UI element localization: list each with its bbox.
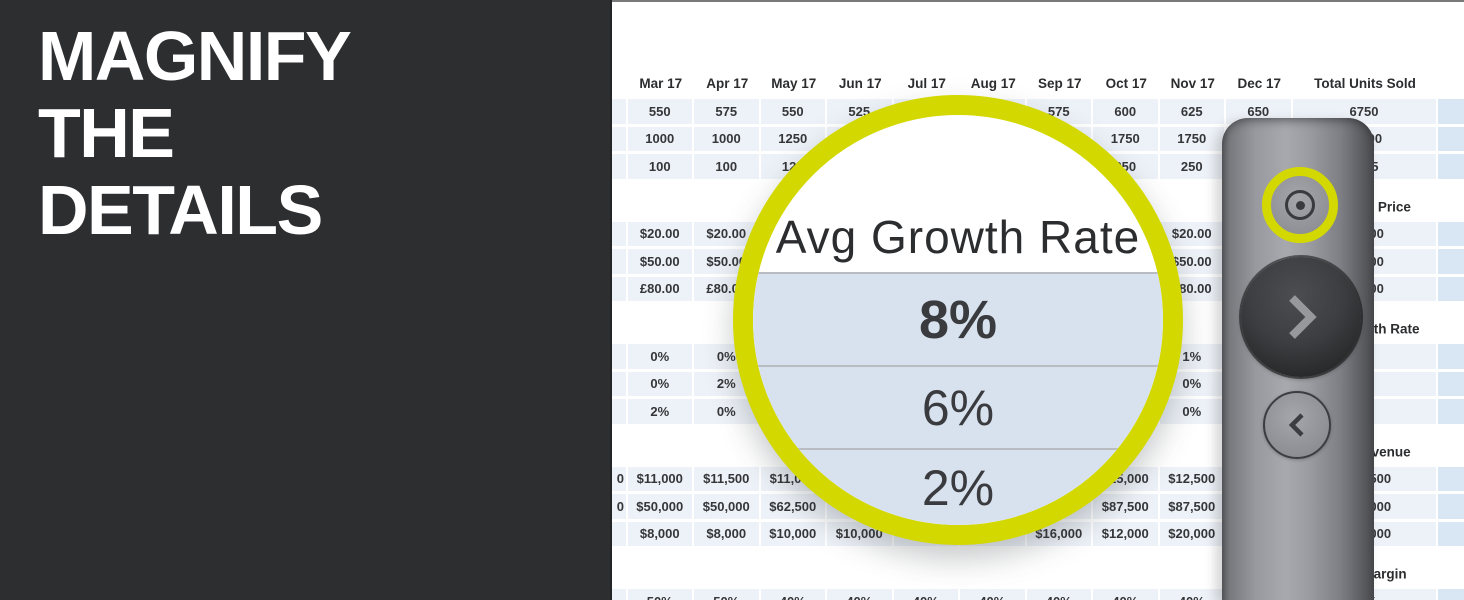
column-header: Sep 17 [1037,76,1082,91]
clipped-cell: 0 [612,466,626,491]
spreadsheet-cell: $8,000 [694,521,759,546]
spreadsheet-cell: $50.00 [627,249,692,274]
presenter-remote [1222,118,1374,600]
hero-title-line: THE [38,94,175,172]
spreadsheet-cell: 40% [760,589,825,600]
spreadsheet-cell: $50,000 [694,494,759,519]
clipped-cell [612,371,626,396]
clipped-cell: 0 [612,494,626,519]
magnifier-title: Avg Growth Rate [775,211,1141,263]
spreadsheet-cell: 40% [960,589,1025,600]
edge-cell [1438,221,1464,246]
edge-cell [1438,399,1464,424]
column-header: Nov 17 [1170,76,1215,91]
edge-cell [1438,249,1464,274]
column-header: May 17 [771,76,817,91]
edge-cell [1438,466,1464,491]
clipped-cell [612,344,626,369]
spreadsheet-cell: 50% [694,589,759,600]
spreadsheet-cell: 40% [1026,589,1091,600]
highlight-ring [1262,167,1338,243]
hero-text-panel: MAGNIFY THE DETAILS [0,0,612,600]
clipped-cell [612,589,626,600]
clipped-cell [612,399,626,424]
spreadsheet-cell: 100 [694,154,759,179]
column-header: Aug 17 [970,76,1016,91]
hero-title-line: DETAILS [38,171,323,249]
spreadsheet-cell: $11,500 [694,466,759,491]
spreadsheet-cell: 40% [893,589,958,600]
spreadsheet-cell: $10,000 [760,521,825,546]
spreadsheet-cell: 50% [627,589,692,600]
clipped-cell [612,221,626,246]
edge-cell [1438,276,1464,301]
spreadsheet-cell: $8,000 [627,521,692,546]
spreadsheet-cell: 1750 [1093,126,1158,151]
spreadsheet-cell: 0% [627,371,692,396]
edge-cell [1438,344,1464,369]
next-button [1241,257,1361,377]
column-header: Jun 17 [838,76,882,91]
spreadsheet-cell: £80.00 [627,276,692,301]
clipped-cell [612,99,626,124]
spreadsheet-cell: 40% [827,589,892,600]
edge-cell [1438,154,1464,179]
spreadsheet-cell: $50,000 [627,494,692,519]
spreadsheet-cell: $87,500 [1159,494,1224,519]
edge-cell [1438,99,1464,124]
clipped-cell [612,249,626,274]
back-button [1263,391,1331,459]
edge-cell [1438,494,1464,519]
magnified-value-row: 6% [753,365,1163,448]
spreadsheet-cell: 250 [1159,154,1224,179]
spreadsheet-cell: 40% [1159,589,1224,600]
spreadsheet-cell: 0% [1159,399,1224,424]
magnified-value-row: 2% [753,448,1163,525]
hero-title: MAGNIFY THE DETAILS [38,17,352,249]
chevron-right-icon [1289,295,1317,339]
spreadsheet-cell: 100 [627,154,692,179]
spreadsheet-cell: 550 [760,99,825,124]
chevron-left-icon [1288,413,1304,437]
edge-cell [1438,126,1464,151]
clipped-cell [612,276,626,301]
column-header: Apr 17 [706,76,749,91]
spreadsheet-cell: 625 [1159,99,1224,124]
spreadsheet-cell: $11,000 [627,466,692,491]
edge-cell [1438,589,1464,600]
spreadsheet-cell: $12,500 [1159,466,1224,491]
spreadsheet-cell: 575 [694,99,759,124]
column-header: Oct 17 [1105,76,1147,91]
clipped-cell [612,521,626,546]
spreadsheet-cell: 600 [1093,99,1158,124]
spreadsheet-cell: $12,000 [1093,521,1158,546]
spreadsheet-cell: 1750 [1159,126,1224,151]
spreadsheet-cell: 1000 [694,126,759,151]
spreadsheet-cell: 1000 [627,126,692,151]
clipped-cell [612,126,626,151]
spreadsheet-cell: 0% [694,399,759,424]
table-top-border [612,0,1464,2]
column-header: Jul 17 [907,76,946,91]
spreadsheet-cell: 550 [627,99,692,124]
edge-cell [1438,371,1464,396]
magnified-value-row: 8% [753,272,1163,365]
target-icon [1285,190,1315,220]
clipped-cell [612,154,626,179]
edge-cell [1438,521,1464,546]
spreadsheet-cell: $20,000 [1159,521,1224,546]
spreadsheet-cell: 2% [627,399,692,424]
spreadsheet-cell: $20.00 [1159,221,1224,246]
column-header: Total Units Sold [1314,76,1416,91]
spreadsheet-cell: 1250 [760,126,825,151]
spreadsheet-cell: $20.00 [627,221,692,246]
spreadsheet-cell: 40% [1093,589,1158,600]
column-header: Dec 17 [1237,76,1282,91]
hero-title-line: MAGNIFY [38,17,352,95]
spreadsheet-cell: 0% [627,344,692,369]
magnifier-circle: Avg Growth Rate 8% 6% 2% [733,95,1183,545]
column-header: Mar 17 [639,76,683,91]
